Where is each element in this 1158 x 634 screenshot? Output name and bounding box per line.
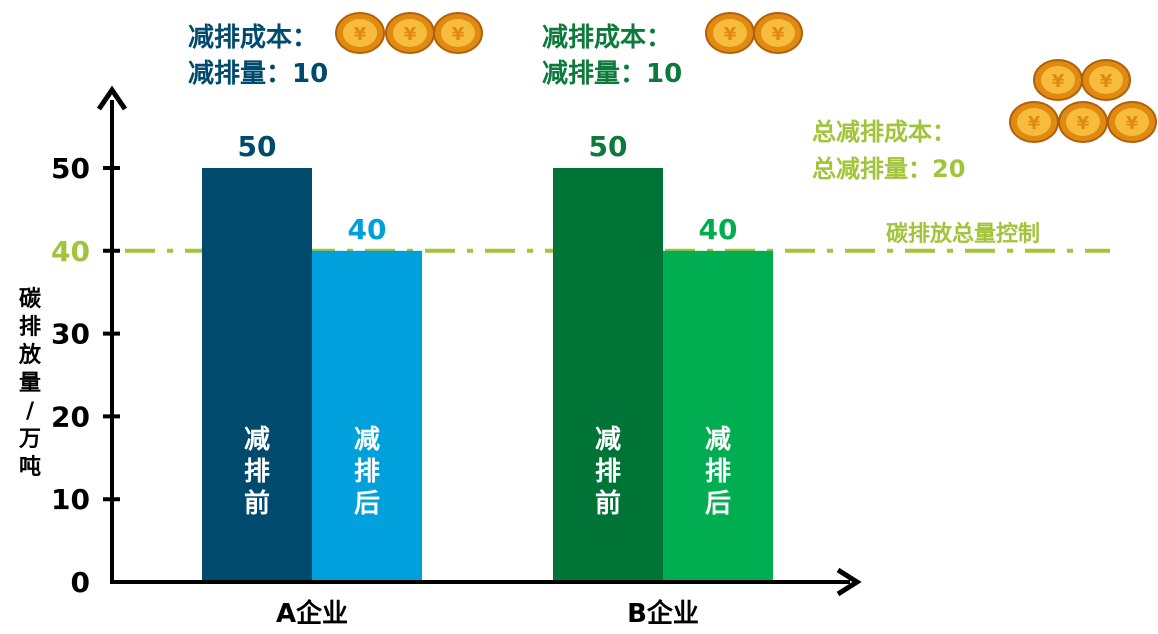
y-tick-label: 50 <box>51 152 90 185</box>
annotation-total-cost: 总减排成本： <box>812 118 956 146</box>
bar-value-label: 50 <box>238 130 277 163</box>
yuan-coin-icon <box>1033 59 1083 101</box>
reference-line-label: 碳排放总量控制 <box>886 221 1040 247</box>
yuan-coin-icon <box>705 12 755 54</box>
bars: 50 减排前 40 减排后 50 减排前 40 减排后 <box>202 130 773 583</box>
annotation-a-cost: 减排成本： <box>188 23 318 53</box>
y-axis-label: 碳排放量/万吨 <box>18 287 42 480</box>
y-tick-label: 10 <box>51 483 90 516</box>
yuan-coin-icon <box>433 12 483 54</box>
y-axis-arrow <box>96 85 128 111</box>
bar <box>312 250 422 583</box>
bar-value-label: 40 <box>348 213 387 246</box>
annotation-b-amount: 减排量：10 <box>542 59 682 89</box>
yuan-coin-icon <box>335 12 385 54</box>
bar-value-label: 50 <box>589 130 628 163</box>
y-tick-label: 20 <box>51 400 90 433</box>
yuan-coin-icon <box>1081 59 1131 101</box>
annotation-a-amount: 减排量：10 <box>188 59 328 89</box>
yuan-coin-icon <box>753 12 803 54</box>
y-tick-label: 0 <box>71 566 90 599</box>
yuan-coin-icon <box>1058 101 1108 143</box>
bar-inner-label: 减排前 <box>244 425 270 519</box>
bar-inner-label: 减排前 <box>595 425 621 519</box>
y-tick-label: 30 <box>51 318 90 351</box>
x-axis-arrow <box>836 567 862 597</box>
x-category-label: B企业 <box>627 598 699 629</box>
bar-inner-label: 减排后 <box>705 425 731 519</box>
y-ticks: 0 10 20 30 40 50 <box>51 152 120 599</box>
annotation-total-amount: 总减排量：20 <box>812 155 965 183</box>
annotations: 减排成本： 减排量：10 减排成本： 减排量：10 总减排成本： 总减排量：20 <box>188 12 1157 183</box>
bar <box>202 168 312 582</box>
annotation-b-cost: 减排成本： <box>542 23 672 53</box>
bar <box>553 168 663 582</box>
x-category-label: A企业 <box>276 598 348 629</box>
yuan-coin-icon <box>1107 101 1157 143</box>
yuan-coin-icon <box>385 12 435 54</box>
y-tick-label: 40 <box>51 235 90 268</box>
bar-inner-label: 减排后 <box>354 425 380 519</box>
yuan-coin-icon <box>1009 101 1059 143</box>
bar <box>663 250 773 583</box>
bar-value-label: 40 <box>699 213 738 246</box>
x-categories: A企业 B企业 <box>276 598 699 629</box>
